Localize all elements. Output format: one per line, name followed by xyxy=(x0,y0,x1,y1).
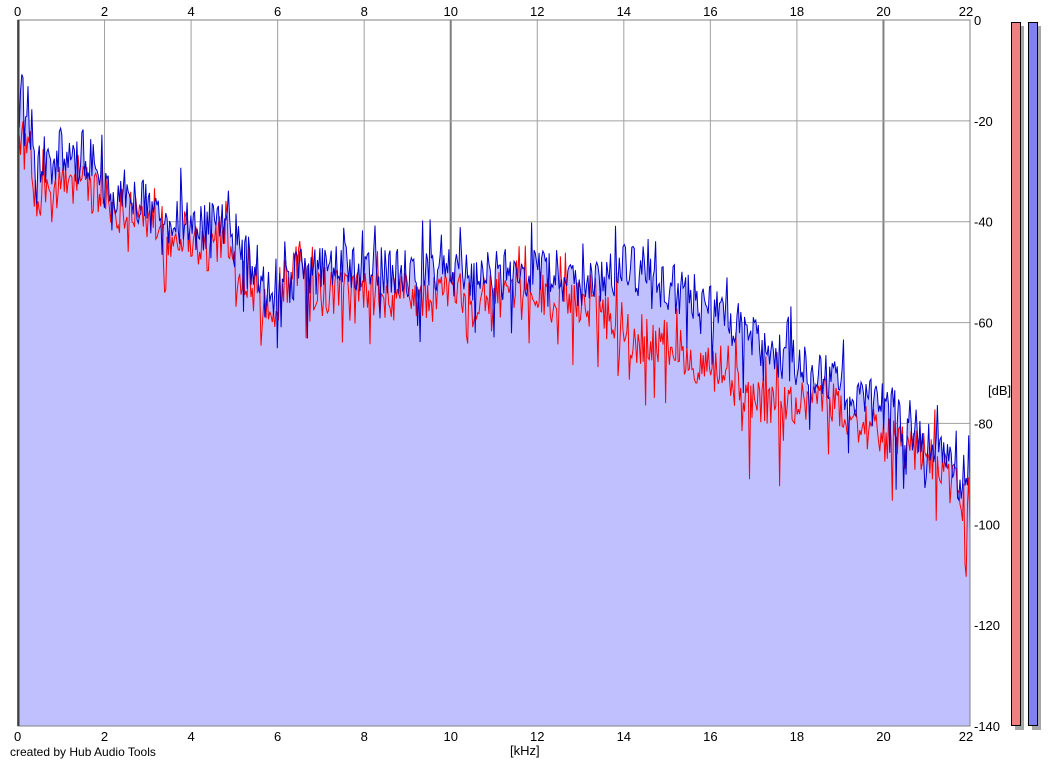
y-tick-labels: 0 -20 -40 -60 -80 -100 -120 -140 xyxy=(974,13,1000,734)
x-tick-label-top: 0 xyxy=(14,4,21,19)
x-tick-label-top: 20 xyxy=(876,4,890,19)
x-tick-label-top: 8 xyxy=(361,4,368,19)
x-tick-label-bottom: 16 xyxy=(703,729,717,744)
x-tick-label-bottom: 8 xyxy=(361,729,368,744)
y-tick-label: -40 xyxy=(974,215,993,230)
x-tick-label-top: 2 xyxy=(101,4,108,19)
credit-text: created by Hub Audio Tools xyxy=(10,745,156,759)
x-tick-label-top: 10 xyxy=(443,4,457,19)
x-tick-label-bottom: 10 xyxy=(443,729,457,744)
y-tick-label: -100 xyxy=(974,517,1000,532)
series-line-red xyxy=(17,121,971,577)
level-meter-right xyxy=(1028,22,1038,726)
spectrum-fill-area xyxy=(18,74,970,726)
x-tick-label-top: 4 xyxy=(187,4,194,19)
y-tick-label: -120 xyxy=(974,618,1000,633)
series-line-blue xyxy=(17,74,971,502)
y-tick-label: -20 xyxy=(974,114,993,129)
x-tick-label-top: 6 xyxy=(274,4,281,19)
x-tick-labels-bottom: 0 2 4 6 8 10 12 14 16 18 20 22 xyxy=(14,729,973,744)
x-axis-unit-label: [kHz] xyxy=(510,743,540,758)
x-tick-label-bottom: 12 xyxy=(530,729,544,744)
x-tick-label-top: 16 xyxy=(703,4,717,19)
x-tick-label-bottom: 22 xyxy=(959,729,973,744)
y-tick-label: -60 xyxy=(974,316,993,331)
y-tick-label: -140 xyxy=(974,719,1000,734)
level-meter-left xyxy=(1011,22,1021,726)
y-tick-label: 0 xyxy=(974,13,981,28)
x-tick-label-top: 18 xyxy=(790,4,804,19)
x-tick-label-bottom: 4 xyxy=(187,729,194,744)
x-tick-label-top: 12 xyxy=(530,4,544,19)
x-tick-label-top: 14 xyxy=(617,4,631,19)
x-tick-label-bottom: 2 xyxy=(101,729,108,744)
x-tick-label-bottom: 14 xyxy=(617,729,631,744)
x-tick-label-top: 22 xyxy=(959,4,973,19)
x-tick-label-bottom: 0 xyxy=(14,729,21,744)
y-axis-unit-label: [dB] xyxy=(988,383,1012,398)
x-tick-label-bottom: 6 xyxy=(274,729,281,744)
x-tick-label-bottom: 18 xyxy=(790,729,804,744)
x-tick-labels-top: 0 2 4 6 8 10 12 14 16 18 20 22 xyxy=(14,4,973,19)
y-tick-label: -80 xyxy=(974,416,993,431)
x-tick-label-bottom: 20 xyxy=(876,729,890,744)
